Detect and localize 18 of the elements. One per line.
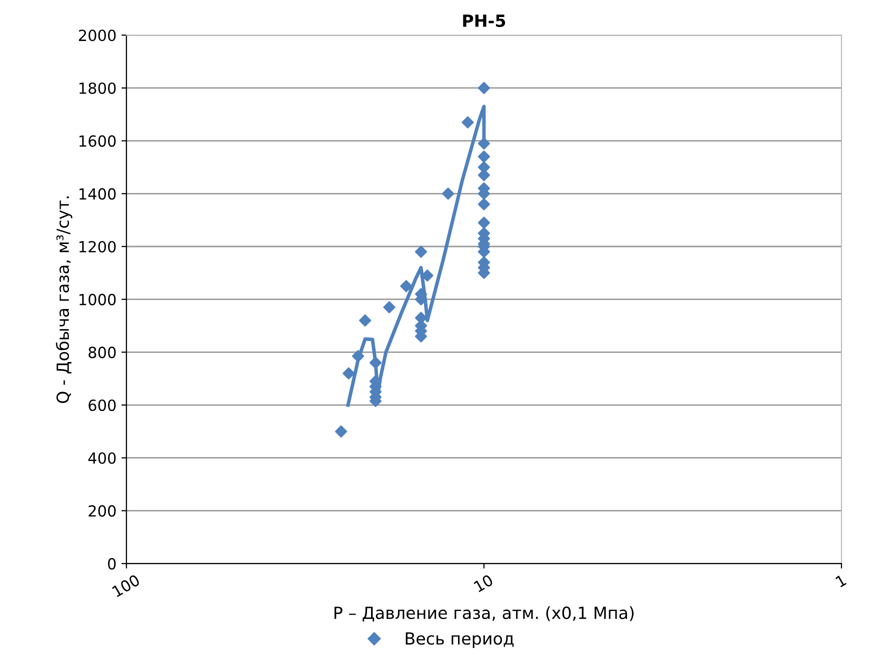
y-tick-label: 1800 [80, 82, 116, 94]
y-tick-label: 2000 [78, 30, 116, 42]
y-tick-label: 400 [88, 452, 116, 464]
x-tick-label: 1 [835, 574, 847, 588]
y-tick-label: 1000 [80, 294, 116, 306]
chart-title: РН-5 [463, 14, 506, 28]
y-axis-title: Q - Добыча газа, м³/сут. [56, 196, 72, 404]
y-tick-label: 1600 [80, 135, 116, 147]
x-tick-label: 100 [112, 574, 140, 598]
y-tick-label: 800 [88, 346, 116, 358]
y-tick-label: 0 [108, 558, 116, 570]
y-tick-label: 600 [88, 399, 116, 412]
y-tick-label: 1400 [80, 188, 116, 200]
y-tick-label: 1200 [80, 240, 116, 253]
x-axis-title: P – Давление газа, атм. (х0,1 Мпа) [334, 606, 634, 622]
x-tick-label: 10 [473, 574, 494, 592]
legend-label: Весь период [406, 632, 514, 648]
y-tick-label: 200 [88, 505, 116, 517]
